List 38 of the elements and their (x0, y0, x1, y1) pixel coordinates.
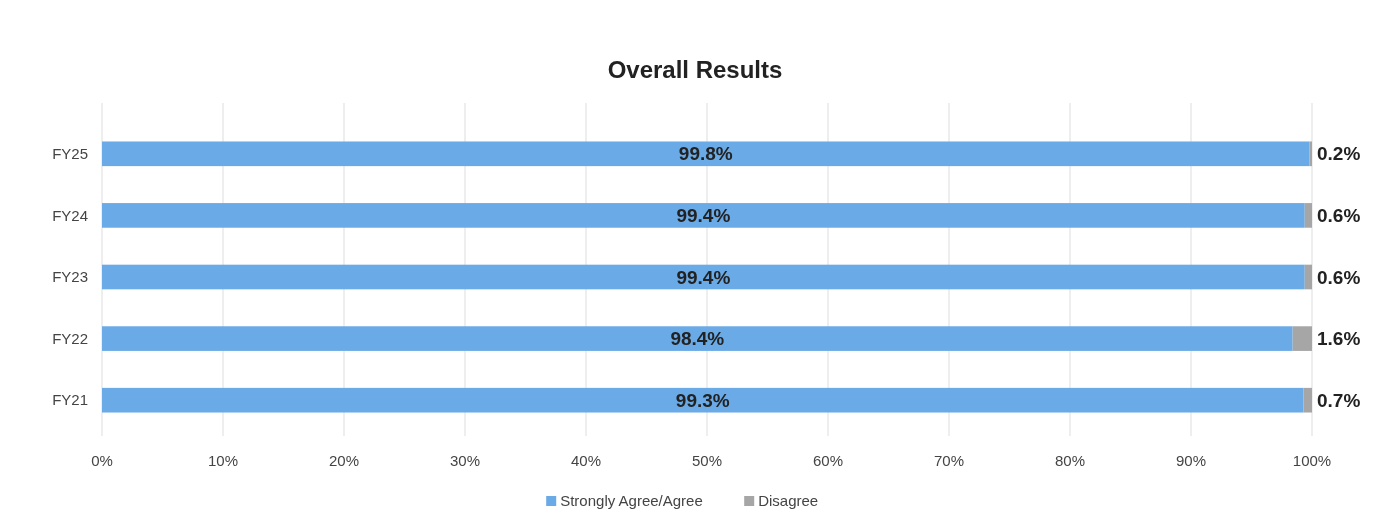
y-tick-label: FY24 (52, 206, 88, 224)
x-tick-label: 70% (933, 452, 965, 469)
data-label: 99.4% (676, 266, 731, 288)
bar (102, 141, 1310, 167)
bar (102, 203, 1305, 228)
y-tick-label: FY21 (52, 391, 88, 409)
data-label: 0.7% (1317, 389, 1361, 411)
y-tick-label: FY25 (52, 145, 88, 163)
data-label: 0.6% (1317, 266, 1361, 288)
y-tick-label: FY23 (52, 268, 88, 286)
x-tick-label: 0% (91, 452, 113, 469)
x-tick-label: 60% (812, 452, 844, 469)
x-tick-label: 90% (1175, 452, 1207, 469)
x-tick-label: 30% (449, 452, 481, 469)
data-label: 0.2% (1317, 143, 1361, 165)
bar (102, 326, 1293, 351)
legend-label: Disagree (758, 492, 819, 510)
x-tick-label: 80% (1054, 452, 1086, 469)
data-label: 99.4% (676, 205, 731, 227)
data-label: 1.6% (1317, 328, 1361, 350)
bar (102, 387, 1304, 413)
bar (102, 264, 1305, 290)
bar (1292, 326, 1312, 351)
x-tick-label: 20% (328, 452, 360, 469)
data-label: 99.8% (678, 143, 733, 165)
bar (1303, 387, 1312, 413)
chart-title: Overall Results (607, 56, 783, 83)
data-label: 98.4% (670, 328, 725, 350)
data-label: 99.3% (675, 389, 730, 411)
legend-label: Strongly Agree/Agree (560, 492, 703, 510)
x-tick-label: 50% (691, 452, 723, 469)
x-tick-label: 40% (570, 452, 602, 469)
x-tick-label: 10% (207, 452, 239, 469)
data-label: 0.6% (1317, 205, 1361, 227)
y-tick-label: FY22 (52, 329, 88, 347)
bar (1304, 264, 1312, 290)
x-tick-label: 100% (1292, 452, 1332, 469)
bar (1304, 203, 1312, 228)
